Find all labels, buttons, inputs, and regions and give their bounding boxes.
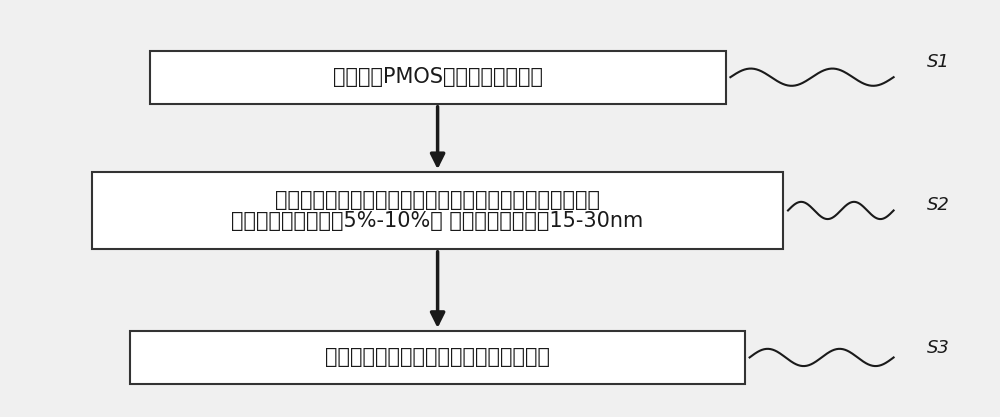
Text: S2: S2 bbox=[927, 196, 950, 214]
Text: 锰质量百分数含量为5%-10%， 锰硅种晶层厚度为15-30nm: 锰质量百分数含量为5%-10%， 锰硅种晶层厚度为15-30nm bbox=[231, 211, 644, 231]
Text: S3: S3 bbox=[927, 339, 950, 357]
Bar bbox=[150, 51, 726, 104]
Text: 在锰硅种晶层上淠积锰硅源极和锰硅漏极: 在锰硅种晶层上淠积锰硅源极和锰硅漏极 bbox=[325, 347, 550, 367]
Text: S1: S1 bbox=[927, 53, 950, 70]
Bar bbox=[130, 331, 745, 384]
Text: 刻蚀去除PMOS器件的源极、漏极: 刻蚀去除PMOS器件的源极、漏极 bbox=[333, 67, 543, 87]
Text: 在刻蚀去除的源极和漏极处的沟槽上淠积锰硅种晶过渡层，: 在刻蚀去除的源极和漏极处的沟槽上淠积锰硅种晶过渡层， bbox=[275, 190, 600, 210]
Bar bbox=[92, 172, 783, 249]
